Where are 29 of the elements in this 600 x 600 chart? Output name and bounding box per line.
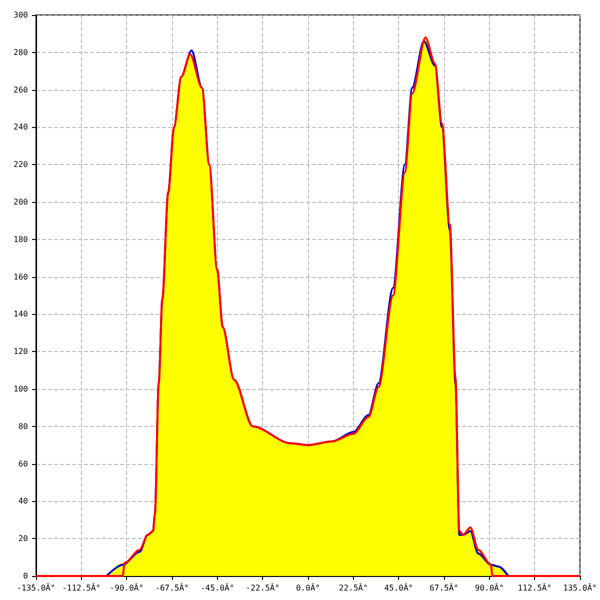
x-tick-label: -112.5Â° xyxy=(62,582,101,592)
x-tick-label: -135.0Â° xyxy=(16,582,56,592)
y-tick-label: 20 xyxy=(18,534,28,544)
y-tick-label: 160 xyxy=(14,272,28,282)
y-tick-label: 120 xyxy=(14,347,28,356)
y-tick-label: 220 xyxy=(14,160,28,170)
y-tick-label: 0 xyxy=(23,572,28,580)
x-tick-label: 112.5Â° xyxy=(518,582,552,592)
y-tick-label: 140 xyxy=(14,310,28,319)
y-tick-label: 260 xyxy=(14,85,28,94)
y-tick-label: 100 xyxy=(14,384,28,394)
y-tick-label: 200 xyxy=(14,198,28,206)
y-tick-label: 300 xyxy=(14,10,28,20)
y-tick-label: 240 xyxy=(14,122,28,132)
x-tick-label: 22.5Â° xyxy=(338,582,368,592)
x-tick-label: 135.0Â° xyxy=(563,582,597,592)
x-tick-label: -45.0Â° xyxy=(200,582,234,592)
x-tick-label: 67.5Â° xyxy=(430,582,458,592)
y-tick-label: 180 xyxy=(14,234,28,244)
x-tick-label: 90.0Â° xyxy=(474,582,504,592)
x-tick-label: 0.0Â° xyxy=(296,582,320,592)
y-tick-label: 40 xyxy=(18,496,28,506)
x-tick-label: -22.5Â° xyxy=(246,582,280,592)
x-tick-label: -67.5Â° xyxy=(155,582,189,592)
y-tick-label: 60 xyxy=(18,459,28,468)
y-tick-label: 80 xyxy=(18,422,28,431)
y-tick-label: 280 xyxy=(14,48,28,57)
x-tick-label: -90.0Â° xyxy=(110,582,144,592)
x-tick-label: 45.0Â° xyxy=(384,582,414,592)
